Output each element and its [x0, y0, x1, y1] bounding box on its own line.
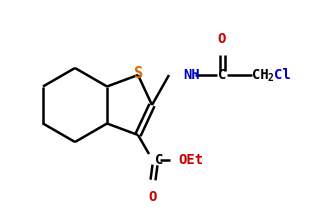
Text: O: O: [218, 32, 226, 46]
Text: Cl: Cl: [274, 68, 291, 82]
Text: NH: NH: [183, 68, 200, 82]
Text: S: S: [134, 66, 144, 81]
Text: C: C: [218, 68, 226, 82]
Text: CH: CH: [252, 68, 269, 82]
Text: C: C: [155, 153, 164, 167]
Text: O: O: [149, 190, 157, 204]
Text: 2: 2: [268, 73, 274, 83]
Text: OEt: OEt: [178, 153, 203, 167]
